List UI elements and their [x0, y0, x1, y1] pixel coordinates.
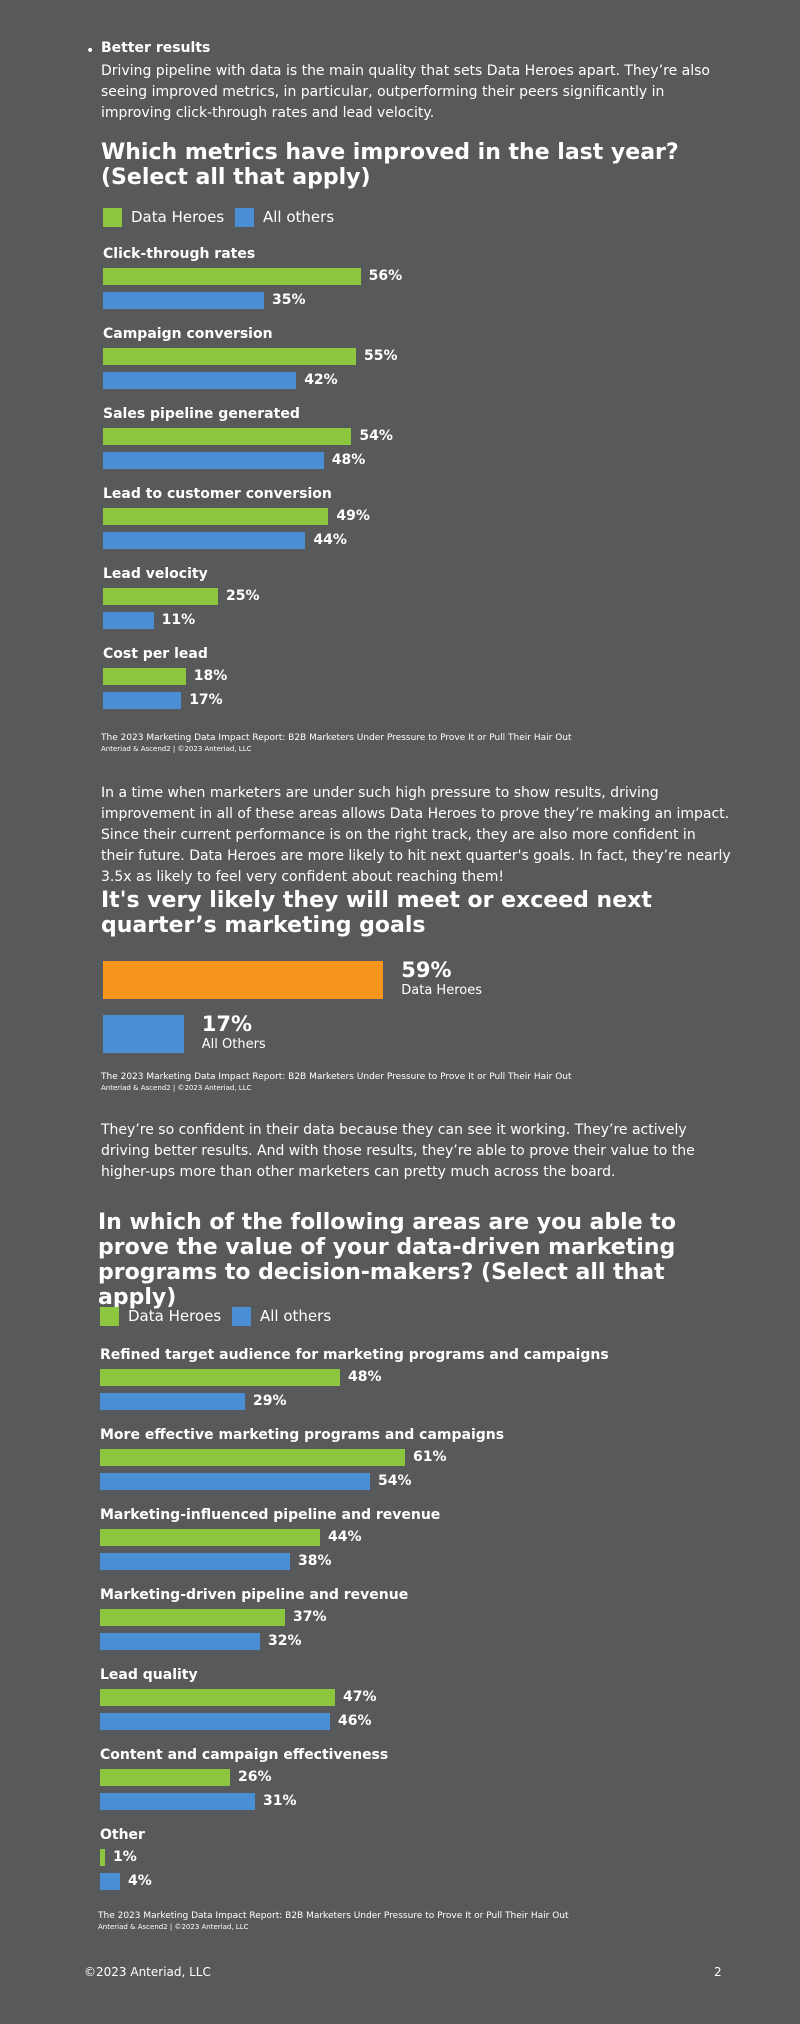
value-label: 44%: [313, 532, 347, 548]
category-label: Lead to customer conversion: [103, 486, 332, 502]
value-label: 4%: [128, 1873, 152, 1889]
chart-title: It's very likely they will meet or excee…: [101, 888, 652, 938]
source-credit: Anteriad & Ascend2 | ©2023 Anteriad, LLC: [98, 1923, 249, 1931]
bar: [103, 292, 264, 309]
category-label: Marketing-driven pipeline and revenue: [100, 1587, 409, 1603]
bullet-title: Better results: [101, 40, 211, 56]
category-label: Refined target audience for marketing pr…: [100, 1347, 609, 1363]
page-number: 2: [714, 1965, 722, 1979]
bar: [100, 1689, 335, 1706]
category-label: More effective marketing programs and ca…: [100, 1427, 505, 1443]
bar: [103, 961, 384, 999]
bar: [100, 1553, 290, 1570]
legend-label: All others: [260, 1307, 332, 1325]
value-label: 26%: [238, 1769, 272, 1785]
legend-label: All others: [263, 208, 335, 226]
source-credit: Anteriad & Ascend2 | ©2023 Anteriad, LLC: [101, 1084, 252, 1092]
bar: [100, 1529, 320, 1546]
value-label: 31%: [263, 1793, 297, 1809]
value-label: 55%: [364, 348, 398, 364]
bar: [103, 588, 218, 605]
legend-label: Data Heroes: [128, 1307, 222, 1325]
source: The 2023 Marketing Data Impact Report: B…: [98, 1911, 569, 1921]
value-label: 37%: [293, 1609, 327, 1625]
bar: [100, 1793, 255, 1810]
bar: [100, 1633, 260, 1650]
legend-swatch: [235, 208, 254, 227]
bar: [100, 1369, 340, 1386]
value-label: 48%: [331, 452, 366, 468]
category-label: Click-through rates: [103, 246, 256, 262]
value-label: 42%: [304, 372, 338, 388]
bar: [103, 372, 297, 389]
chart-title: Which metrics have improved in the last …: [101, 140, 679, 190]
bar: [103, 508, 329, 525]
chart-title: In which of the following areas are you …: [98, 1210, 676, 1310]
legend-swatch: [100, 1307, 119, 1326]
category-label: Cost per lead: [103, 646, 208, 662]
bar: [103, 452, 324, 469]
value-label: 59%: [401, 958, 452, 982]
value-label: 54%: [359, 428, 393, 444]
copyright: ©2023 Anteriad, LLC: [84, 1965, 211, 1979]
bar: [103, 268, 361, 285]
bar: [100, 1769, 230, 1786]
category-label: All Others: [201, 1037, 266, 1052]
category-label: Lead quality: [100, 1667, 198, 1683]
value-label: 61%: [413, 1449, 447, 1465]
legend-swatch: [103, 208, 122, 227]
value-label: 35%: [272, 292, 306, 308]
bar: [100, 1713, 330, 1730]
bar: [100, 1609, 285, 1626]
value-label: 17%: [201, 1012, 253, 1036]
legend-swatch: [232, 1307, 251, 1326]
category-label: Sales pipeline generated: [103, 406, 300, 422]
value-label: 46%: [338, 1713, 372, 1729]
value-label: 38%: [298, 1553, 332, 1569]
category-label: Data Heroes: [401, 983, 482, 998]
value-label: 25%: [226, 588, 260, 604]
category-label: Other: [100, 1827, 145, 1843]
category-label: Lead velocity: [103, 566, 208, 582]
category-label: Marketing-influenced pipeline and revenu…: [100, 1507, 441, 1523]
bar: [103, 692, 182, 709]
value-label: 54%: [378, 1473, 412, 1489]
value-label: 32%: [268, 1633, 302, 1649]
value-label: 44%: [328, 1529, 362, 1545]
bullet-text: Driving pipeline with data is the main q…: [101, 63, 710, 121]
bar: [103, 428, 352, 445]
value-label: 29%: [253, 1393, 287, 1409]
value-label: 18%: [193, 668, 228, 684]
bullet-dot: •: [86, 43, 95, 59]
source-credit: Anteriad & Ascend2 | ©2023 Anteriad, LLC: [101, 745, 252, 753]
value-label: 47%: [343, 1689, 377, 1705]
legend-label: Data Heroes: [131, 208, 225, 226]
value-label: 11%: [161, 612, 196, 628]
value-label: 49%: [336, 508, 370, 524]
category-label: Content and campaign effectiveness: [100, 1747, 389, 1763]
bar: [100, 1873, 120, 1890]
value-label: 1%: [113, 1849, 137, 1865]
source: The 2023 Marketing Data Impact Report: B…: [101, 733, 572, 743]
paragraph: They’re so confident in their data becau…: [101, 1122, 695, 1180]
value-label: 17%: [189, 692, 223, 708]
bar: [103, 668, 186, 685]
bar: [100, 1849, 105, 1866]
bar: [100, 1393, 245, 1410]
value-label: 48%: [348, 1369, 382, 1385]
category-label: Campaign conversion: [103, 326, 273, 342]
bar: [100, 1449, 405, 1466]
bar: [103, 532, 306, 549]
bar: [103, 1015, 184, 1053]
value-label: 56%: [368, 268, 403, 284]
bar: [100, 1473, 370, 1490]
bar: [103, 612, 154, 629]
source: The 2023 Marketing Data Impact Report: B…: [101, 1072, 572, 1082]
bar: [103, 348, 356, 365]
paragraph: In a time when marketers are under such …: [101, 785, 731, 885]
